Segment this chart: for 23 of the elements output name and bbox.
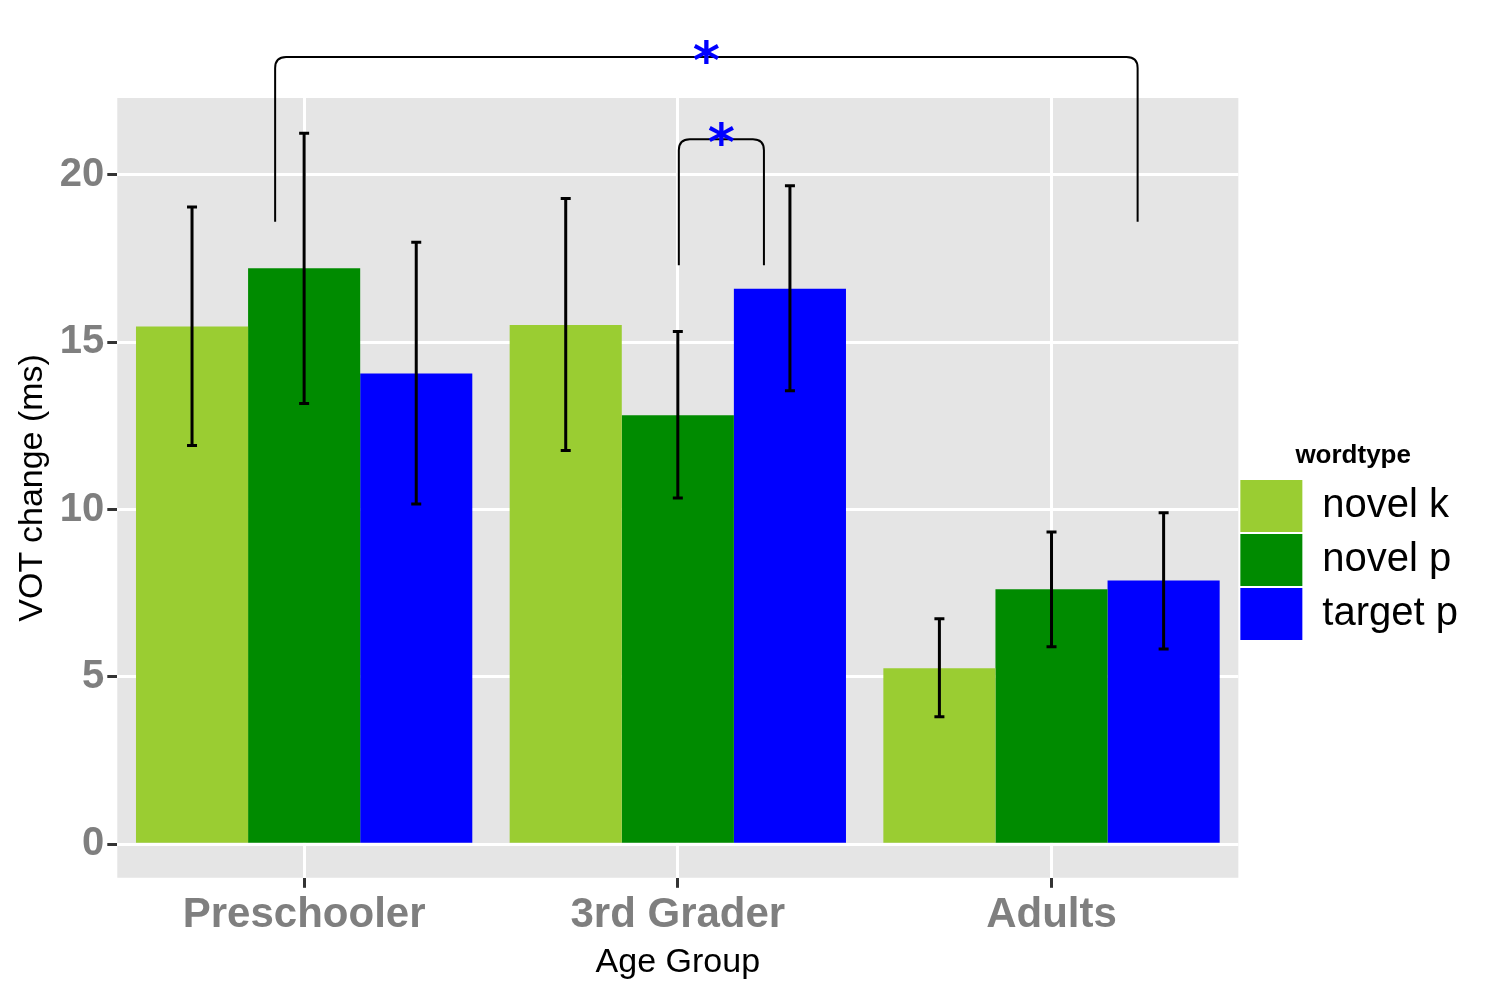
legend-label: target p <box>1322 589 1459 634</box>
bar <box>360 373 473 843</box>
bar <box>248 268 361 843</box>
bar <box>1107 580 1220 843</box>
y-tick-label: 20 <box>59 150 105 195</box>
bar <box>733 288 846 843</box>
y-tick-label: 10 <box>59 484 105 529</box>
y-tick-label: 15 <box>59 317 105 362</box>
legend-label: novel p <box>1322 535 1452 580</box>
legend-label: novel k <box>1322 481 1451 526</box>
y-tick-label: 5 <box>82 652 105 697</box>
bar <box>621 415 734 843</box>
bar <box>135 326 249 843</box>
x-tick-label: Adults <box>986 888 1117 936</box>
x-axis-title: Age Group <box>595 940 761 979</box>
bar <box>509 324 622 843</box>
bar <box>995 589 1108 843</box>
legend-title: wordtype <box>1294 439 1411 470</box>
y-tick-label: 0 <box>82 819 105 864</box>
x-tick-label: 3rd Grader <box>570 888 786 936</box>
y-axis-title: VOT change (ms) <box>10 354 49 622</box>
x-tick-label: Preschooler <box>182 888 426 936</box>
bar <box>883 668 996 843</box>
